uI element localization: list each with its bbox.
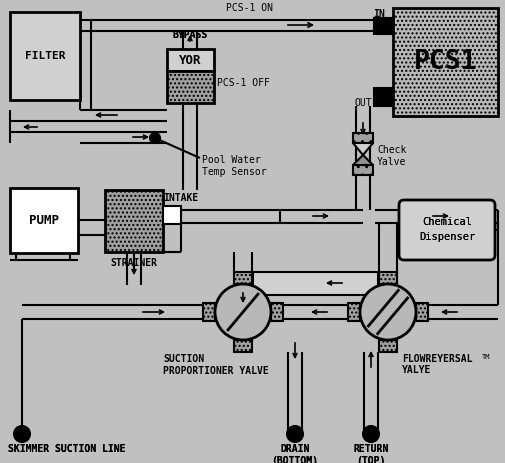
Text: SKIMMER SUCTION LINE: SKIMMER SUCTION LINE xyxy=(8,444,125,454)
Text: FLOWREYERSAL: FLOWREYERSAL xyxy=(401,354,472,364)
Bar xyxy=(233,340,251,352)
Text: OUT: OUT xyxy=(354,98,371,108)
Text: Dispenser: Dispenser xyxy=(418,232,474,242)
Text: YALYE: YALYE xyxy=(401,365,431,375)
Bar xyxy=(167,71,214,103)
Bar xyxy=(347,303,359,321)
Polygon shape xyxy=(352,155,372,165)
Text: Chemical: Chemical xyxy=(421,217,471,227)
Text: Dispenser: Dispenser xyxy=(418,232,474,242)
Circle shape xyxy=(286,426,302,442)
Text: IN: IN xyxy=(373,9,384,19)
Bar xyxy=(352,133,372,143)
Text: INTAKE: INTAKE xyxy=(163,193,198,203)
Text: STRAINER: STRAINER xyxy=(110,258,157,268)
Bar xyxy=(378,272,396,284)
Text: RETURN
(TOP): RETURN (TOP) xyxy=(352,444,388,463)
Bar xyxy=(10,188,78,253)
Bar xyxy=(203,303,215,321)
Bar xyxy=(10,12,80,100)
Bar xyxy=(105,190,163,252)
Text: PCS1: PCS1 xyxy=(414,49,477,75)
Text: Pool Water
Temp Sensor: Pool Water Temp Sensor xyxy=(201,155,266,176)
Text: Check
Yalve: Check Yalve xyxy=(376,145,406,167)
Bar xyxy=(352,165,372,175)
Circle shape xyxy=(149,133,160,143)
Text: DRAIN
(BOTTOM): DRAIN (BOTTOM) xyxy=(271,444,318,463)
Text: FILTER: FILTER xyxy=(25,51,65,61)
Circle shape xyxy=(215,284,271,340)
Text: PUMP: PUMP xyxy=(29,213,59,226)
Circle shape xyxy=(359,284,415,340)
Bar xyxy=(373,88,392,106)
Text: DRAIN
(BOTTOM): DRAIN (BOTTOM) xyxy=(271,444,318,463)
Text: BYPASS: BYPASS xyxy=(172,30,207,40)
Bar xyxy=(373,18,392,34)
Text: YOR: YOR xyxy=(178,54,201,67)
Bar xyxy=(233,272,251,284)
Text: TM: TM xyxy=(481,354,489,360)
Text: SKIMMER SUCTION LINE: SKIMMER SUCTION LINE xyxy=(8,444,125,454)
Bar xyxy=(167,49,214,71)
Circle shape xyxy=(14,426,30,442)
Text: SUCTION
PROPORTIONER YALVE: SUCTION PROPORTIONER YALVE xyxy=(163,354,268,375)
Text: Chemical: Chemical xyxy=(421,217,471,227)
Text: RETURN
(TOP): RETURN (TOP) xyxy=(352,444,388,463)
Text: PCS-1 OFF: PCS-1 OFF xyxy=(217,78,269,88)
FancyBboxPatch shape xyxy=(398,200,494,260)
Text: PCS-1 ON: PCS-1 ON xyxy=(226,3,273,13)
Circle shape xyxy=(362,426,378,442)
Bar xyxy=(378,340,396,352)
Bar xyxy=(415,303,427,321)
Bar xyxy=(271,303,282,321)
Text: BYPASS: BYPASS xyxy=(172,30,207,40)
Bar xyxy=(392,8,497,116)
Bar xyxy=(163,206,181,224)
Polygon shape xyxy=(352,143,372,155)
Bar xyxy=(252,272,377,295)
